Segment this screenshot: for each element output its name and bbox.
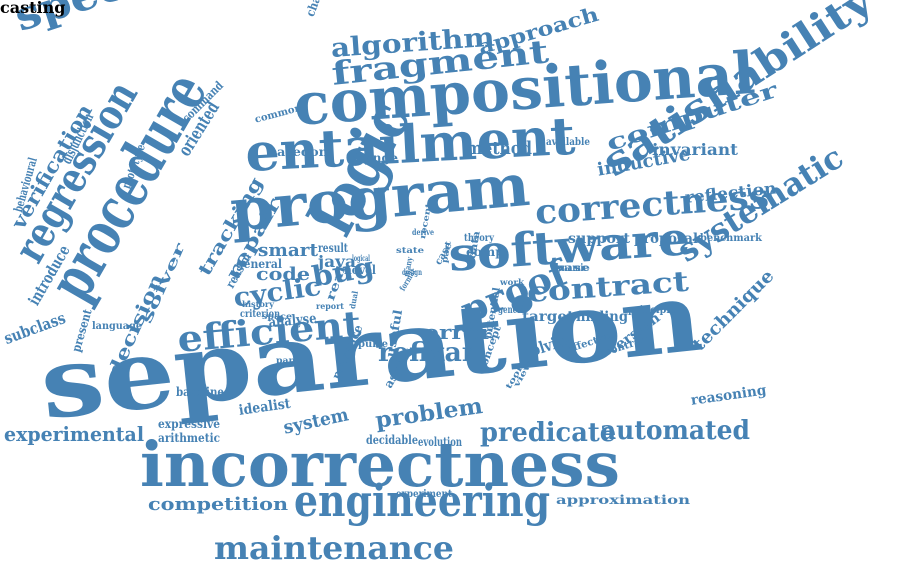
word-derive: derive bbox=[412, 227, 435, 237]
word-novel: novel bbox=[344, 263, 376, 277]
word-language: language bbox=[92, 321, 143, 332]
word-theory: theory bbox=[464, 233, 495, 244]
word-challenging: challenging bbox=[303, 0, 340, 18]
word-target: target bbox=[522, 309, 575, 325]
word-basedon: basedon bbox=[268, 145, 328, 159]
word-casting: casting bbox=[0, 0, 66, 17]
word-state: state bbox=[396, 245, 425, 255]
word-method: method bbox=[466, 138, 533, 159]
word-java: java bbox=[318, 252, 357, 271]
word-reasoning: reasoning bbox=[689, 382, 768, 409]
word-expressive: expressive bbox=[158, 417, 221, 431]
word-automated: automated bbox=[600, 416, 750, 446]
word-invariant: invariant bbox=[652, 140, 738, 159]
word-dynamic: dynamic bbox=[552, 263, 588, 274]
word-general: general bbox=[236, 257, 282, 271]
word-design: design bbox=[402, 267, 423, 277]
word-predicate: predicate bbox=[480, 418, 617, 448]
word-generic: generic bbox=[498, 305, 529, 316]
word-evolution: evolution bbox=[418, 435, 462, 449]
word-support: support bbox=[568, 231, 630, 247]
word-competition: competition bbox=[148, 494, 289, 515]
word-experiment: experiment bbox=[396, 489, 453, 500]
word-decidable: decidable bbox=[366, 433, 418, 447]
word-space: space bbox=[262, 311, 292, 321]
word-work: work bbox=[500, 277, 525, 287]
word-incorrectness: incorrectness bbox=[140, 428, 620, 501]
word-baseline: baseline bbox=[176, 385, 224, 399]
word-report: report bbox=[316, 301, 344, 311]
word-maintenance: maintenance bbox=[214, 529, 454, 563]
word-base: base bbox=[554, 263, 590, 274]
word-engineering: engineering bbox=[294, 476, 551, 527]
word-criterion: criterion bbox=[240, 309, 281, 320]
word-proposal: proposal bbox=[634, 231, 698, 247]
word-change: change bbox=[348, 151, 399, 165]
word-approximation: approximation bbox=[556, 493, 691, 507]
word-pulse: pulse bbox=[358, 339, 389, 350]
word-dual: dual bbox=[347, 290, 360, 310]
word-arithmetic: arithmetic bbox=[158, 431, 220, 445]
word-error: error bbox=[424, 320, 493, 344]
word-benchmark: benchmark bbox=[700, 233, 762, 244]
word-available: available bbox=[546, 137, 590, 148]
word-paper: paper bbox=[276, 355, 307, 365]
word-principle: principle bbox=[628, 305, 677, 316]
word-smart: smart bbox=[258, 240, 318, 261]
word-finding: finding bbox=[576, 309, 629, 325]
word-logical: logical bbox=[352, 253, 371, 263]
word-refixar: refixar bbox=[378, 338, 476, 368]
word-technique: technique bbox=[688, 265, 779, 356]
word-code: code bbox=[256, 264, 311, 285]
word-result: result bbox=[318, 241, 349, 255]
word-history: history bbox=[242, 299, 274, 309]
word-comp: comp bbox=[466, 245, 505, 259]
word-experimental: experimental bbox=[4, 422, 145, 446]
